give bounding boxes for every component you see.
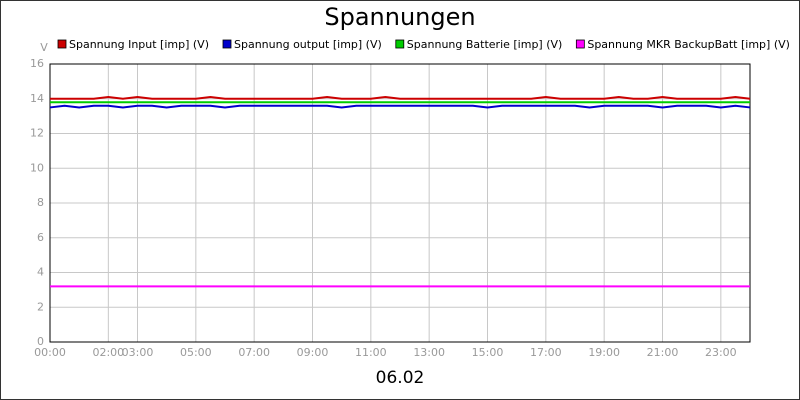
y-tick-label: 14 — [30, 92, 44, 105]
legend-label: Spannung MKR BackupBatt [imp] (V) — [587, 38, 790, 51]
y-tick-label: 12 — [30, 127, 44, 140]
x-tick-label: 00:00 — [34, 346, 66, 359]
x-tick-label: 05:00 — [180, 346, 212, 359]
x-tick-label: 13:00 — [413, 346, 445, 359]
x-tick-label: 23:00 — [705, 346, 737, 359]
x-tick-label: 17:00 — [530, 346, 562, 359]
legend-swatch — [575, 39, 585, 49]
y-tick-label: 0 — [37, 335, 44, 348]
legend-swatch — [222, 39, 232, 49]
x-tick-label: 19:00 — [588, 346, 620, 359]
chart-title: Spannungen — [324, 3, 475, 31]
y-axis-label: V — [40, 41, 48, 54]
y-tick-label: 16 — [30, 57, 44, 70]
series-line — [49, 104, 751, 109]
y-tick-label: 10 — [30, 161, 44, 174]
x-tick-label: 07:00 — [238, 346, 270, 359]
x-tick-label: 02:00 — [92, 346, 124, 359]
x-axis-label: 06.02 — [376, 368, 425, 388]
y-tick-label: 8 — [37, 196, 44, 209]
x-tick-label: 11:00 — [355, 346, 387, 359]
y-tick-label: 2 — [37, 300, 44, 313]
legend-label: Spannung Input [imp] (V) — [69, 38, 209, 51]
x-tick-label: 03:00 — [122, 346, 154, 359]
y-tick-label: 6 — [37, 231, 44, 244]
series-line — [50, 96, 751, 100]
legend-swatch — [395, 39, 405, 49]
x-tick-label: 15:00 — [472, 346, 504, 359]
x-tick-label: 09:00 — [297, 346, 329, 359]
legend-label: Spannung output [imp] (V) — [234, 38, 382, 51]
legend-swatch — [57, 39, 67, 49]
legend-label: Spannung Batterie [imp] (V) — [407, 38, 563, 51]
x-tick-label: 21:00 — [647, 346, 679, 359]
plot-area — [49, 63, 751, 343]
y-tick-label: 4 — [37, 266, 44, 279]
